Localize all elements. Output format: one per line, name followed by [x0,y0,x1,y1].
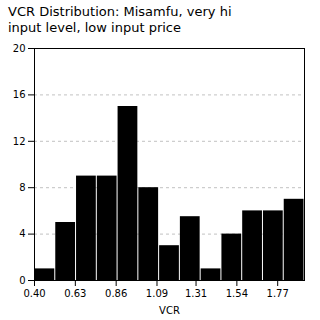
svg-text:20: 20 [13,43,26,54]
html-text:VCR Distribution: Misamfu, ver: VCR Distribution: Misamfu, very hi input… [8,4,232,35]
svg-text:1.09: 1.09 [146,288,168,299]
svg-text:1.54: 1.54 [226,288,248,299]
svg-text:0.63: 0.63 [64,288,86,299]
svg-text:VCR: VCR [159,305,180,316]
svg-text:0: 0 [19,275,25,286]
svg-text:12: 12 [13,136,26,147]
svg-text:4: 4 [19,228,25,239]
svg-text:1.31: 1.31 [185,288,207,299]
svg-text:1.77: 1.77 [267,288,289,299]
svg-text:0.86: 0.86 [105,288,127,299]
svg-text:16: 16 [13,89,26,100]
svg-text:0.40: 0.40 [23,288,45,299]
svg-text:8: 8 [19,182,25,193]
